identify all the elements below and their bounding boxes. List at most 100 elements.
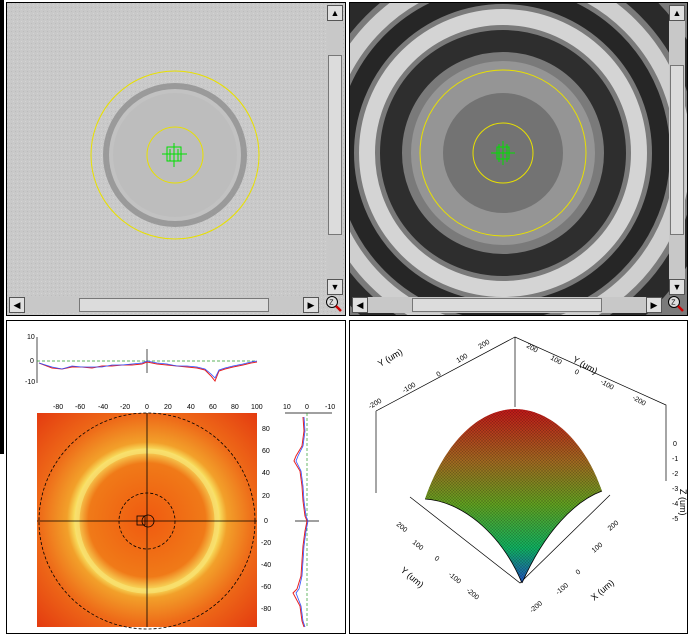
axis-tick: -4 (672, 501, 678, 508)
axis-tick: 100 (411, 539, 425, 552)
outer-roi-circle (90, 70, 260, 240)
scroll-up-button[interactable]: ▲ (327, 5, 343, 21)
surface-plot-3d[interactable]: Y (um) 200 100 0 -100 -200 200 100 0 -10… (350, 321, 688, 634)
map-xaxis: -80 -60 -40 -20 0 20 40 60 80 100 (53, 404, 263, 411)
zoom-icon-label: Z (329, 300, 334, 307)
window-edge (0, 0, 4, 454)
axis-y-top: Y (um) 200 100 0 -100 -200 (368, 339, 492, 411)
vertical-scroll-thumb[interactable] (328, 55, 342, 235)
axis-tick: -2 (672, 471, 678, 478)
axis-x-top: 200 100 0 -100 -200 Y (um) (525, 343, 647, 408)
axis-tick: 0 (436, 371, 443, 379)
map-xtick: 20 (164, 404, 172, 411)
profile-right-xtick: -10 (325, 404, 335, 411)
axis-tick: -100 (402, 382, 418, 395)
axis-tick: -200 (529, 600, 544, 614)
map-xtick: 80 (231, 404, 239, 411)
scroll-down-button[interactable]: ▼ (669, 279, 685, 295)
map-ytick: -40 (261, 562, 271, 569)
map-ytick: -60 (261, 584, 271, 591)
map-xtick: -40 (98, 404, 108, 411)
scroll-right-button[interactable]: ▶ (303, 297, 319, 313)
vertical-scroll-thumb[interactable] (670, 65, 684, 235)
outer-roi-circle (419, 69, 587, 237)
height-map-pane[interactable]: 10 0 -10 -80 -60 -40 -20 0 20 (6, 320, 346, 634)
map-xtick: -60 (75, 404, 85, 411)
axis-tick: -100 (447, 571, 462, 585)
surface-mesh (424, 409, 603, 584)
right-profile-plot: 10 0 -10 (283, 404, 335, 628)
map-xtick: -80 (53, 404, 63, 411)
map-ytick: 80 (262, 426, 270, 433)
plot-box (375, 336, 667, 584)
axis-tick: 0 (673, 441, 677, 448)
zoom-magnifier-icon[interactable]: Z (325, 295, 343, 313)
profile-top-ytick: 10 (27, 334, 35, 341)
map-xtick: 40 (187, 404, 195, 411)
axis-tick: 100 (591, 542, 605, 555)
height-map-view[interactable]: 10 0 -10 -80 -60 -40 -20 0 20 (7, 321, 346, 634)
axis-tick: 200 (478, 339, 492, 351)
heat-map[interactable] (37, 412, 257, 630)
horizontal-scrollbar[interactable]: ◀ ▶ (352, 297, 662, 313)
intensity-image[interactable] (7, 3, 346, 316)
axis-tick: -3 (672, 486, 678, 493)
map-xtick: -20 (120, 404, 130, 411)
profile-right-xtick: 10 (283, 404, 291, 411)
horizontal-scroll-thumb[interactable] (412, 298, 602, 312)
axis-tick: -5 (672, 516, 678, 523)
axis-tick: -200 (465, 587, 480, 601)
profile-top-ytick: 0 (30, 358, 34, 365)
center-crosshair-icon[interactable] (491, 141, 515, 165)
vertical-scrollbar[interactable]: ▲ ▼ (327, 5, 343, 295)
axis-tick: 100 (456, 353, 470, 365)
top-profile-plot: 10 0 -10 (25, 334, 258, 386)
map-xtick: 0 (145, 404, 149, 411)
map-xtick: 60 (209, 404, 217, 411)
intensity-image-pane[interactable]: ▲ ▼ ◀ ▶ Z (6, 2, 346, 316)
scroll-right-button[interactable]: ▶ (646, 297, 662, 313)
axis-label-z: Z (um) (678, 489, 688, 516)
inner-roi-circle (472, 122, 534, 184)
vertical-scrollbar[interactable]: ▲ ▼ (669, 5, 685, 295)
axis-tick: 200 (607, 520, 621, 533)
scroll-left-button[interactable]: ◀ (352, 297, 368, 313)
axis-tick: 0 (433, 555, 441, 563)
axis-z: 0 -1 -2 -3 -4 -5 Z (um) (672, 441, 688, 523)
horizontal-scrollbar[interactable]: ◀ ▶ (9, 297, 319, 313)
center-marker-icon (141, 514, 155, 528)
axis-tick: 0 (575, 569, 583, 577)
fringe-image-pane[interactable]: ▲ ▼ ◀ ▶ Z (349, 2, 688, 316)
profile-top-ytick: -10 (25, 379, 35, 386)
horizontal-scroll-thumb[interactable] (79, 298, 269, 312)
map-ytick: -20 (261, 540, 271, 547)
inner-roi-circle (146, 126, 204, 184)
axis-tick: -100 (555, 582, 570, 596)
scroll-left-button[interactable]: ◀ (9, 297, 25, 313)
map-ytick: 0 (264, 518, 268, 525)
axis-tick: 100 (549, 355, 563, 367)
center-crosshair-icon[interactable] (162, 143, 187, 167)
surface-plot-pane[interactable]: Y (um) 200 100 0 -100 -200 200 100 0 -10… (349, 320, 688, 634)
zoom-magnifier-icon[interactable]: Z (667, 295, 685, 313)
scroll-up-button[interactable]: ▲ (669, 5, 685, 21)
map-ytick: 20 (262, 493, 270, 500)
zoom-icon-label: Z (671, 300, 676, 307)
map-ytick: 40 (262, 470, 270, 477)
axis-label-y-bottom: Y (um) (399, 565, 426, 590)
axis-label-y-top: Y (um) (376, 347, 404, 369)
map-xtick: 100 (251, 404, 263, 411)
profile-right-xtick: 0 (305, 404, 309, 411)
axis-tick: -1 (672, 456, 678, 463)
axis-y-bottom: 200 100 0 -100 -200 Y (um) (395, 521, 480, 601)
axis-tick: 200 (525, 343, 539, 355)
scroll-down-button[interactable]: ▼ (327, 279, 343, 295)
axis-tick: -200 (631, 395, 647, 408)
map-ytick: 60 (262, 448, 270, 455)
map-yaxis: 80 60 40 20 0 -20 -40 -60 -80 (261, 426, 271, 613)
map-ytick: -80 (261, 606, 271, 613)
axis-tick: 200 (395, 521, 409, 534)
axis-tick: 0 (573, 369, 580, 377)
fringe-image[interactable] (350, 3, 688, 316)
axis-label-x-bottom: X (um) (589, 578, 616, 603)
